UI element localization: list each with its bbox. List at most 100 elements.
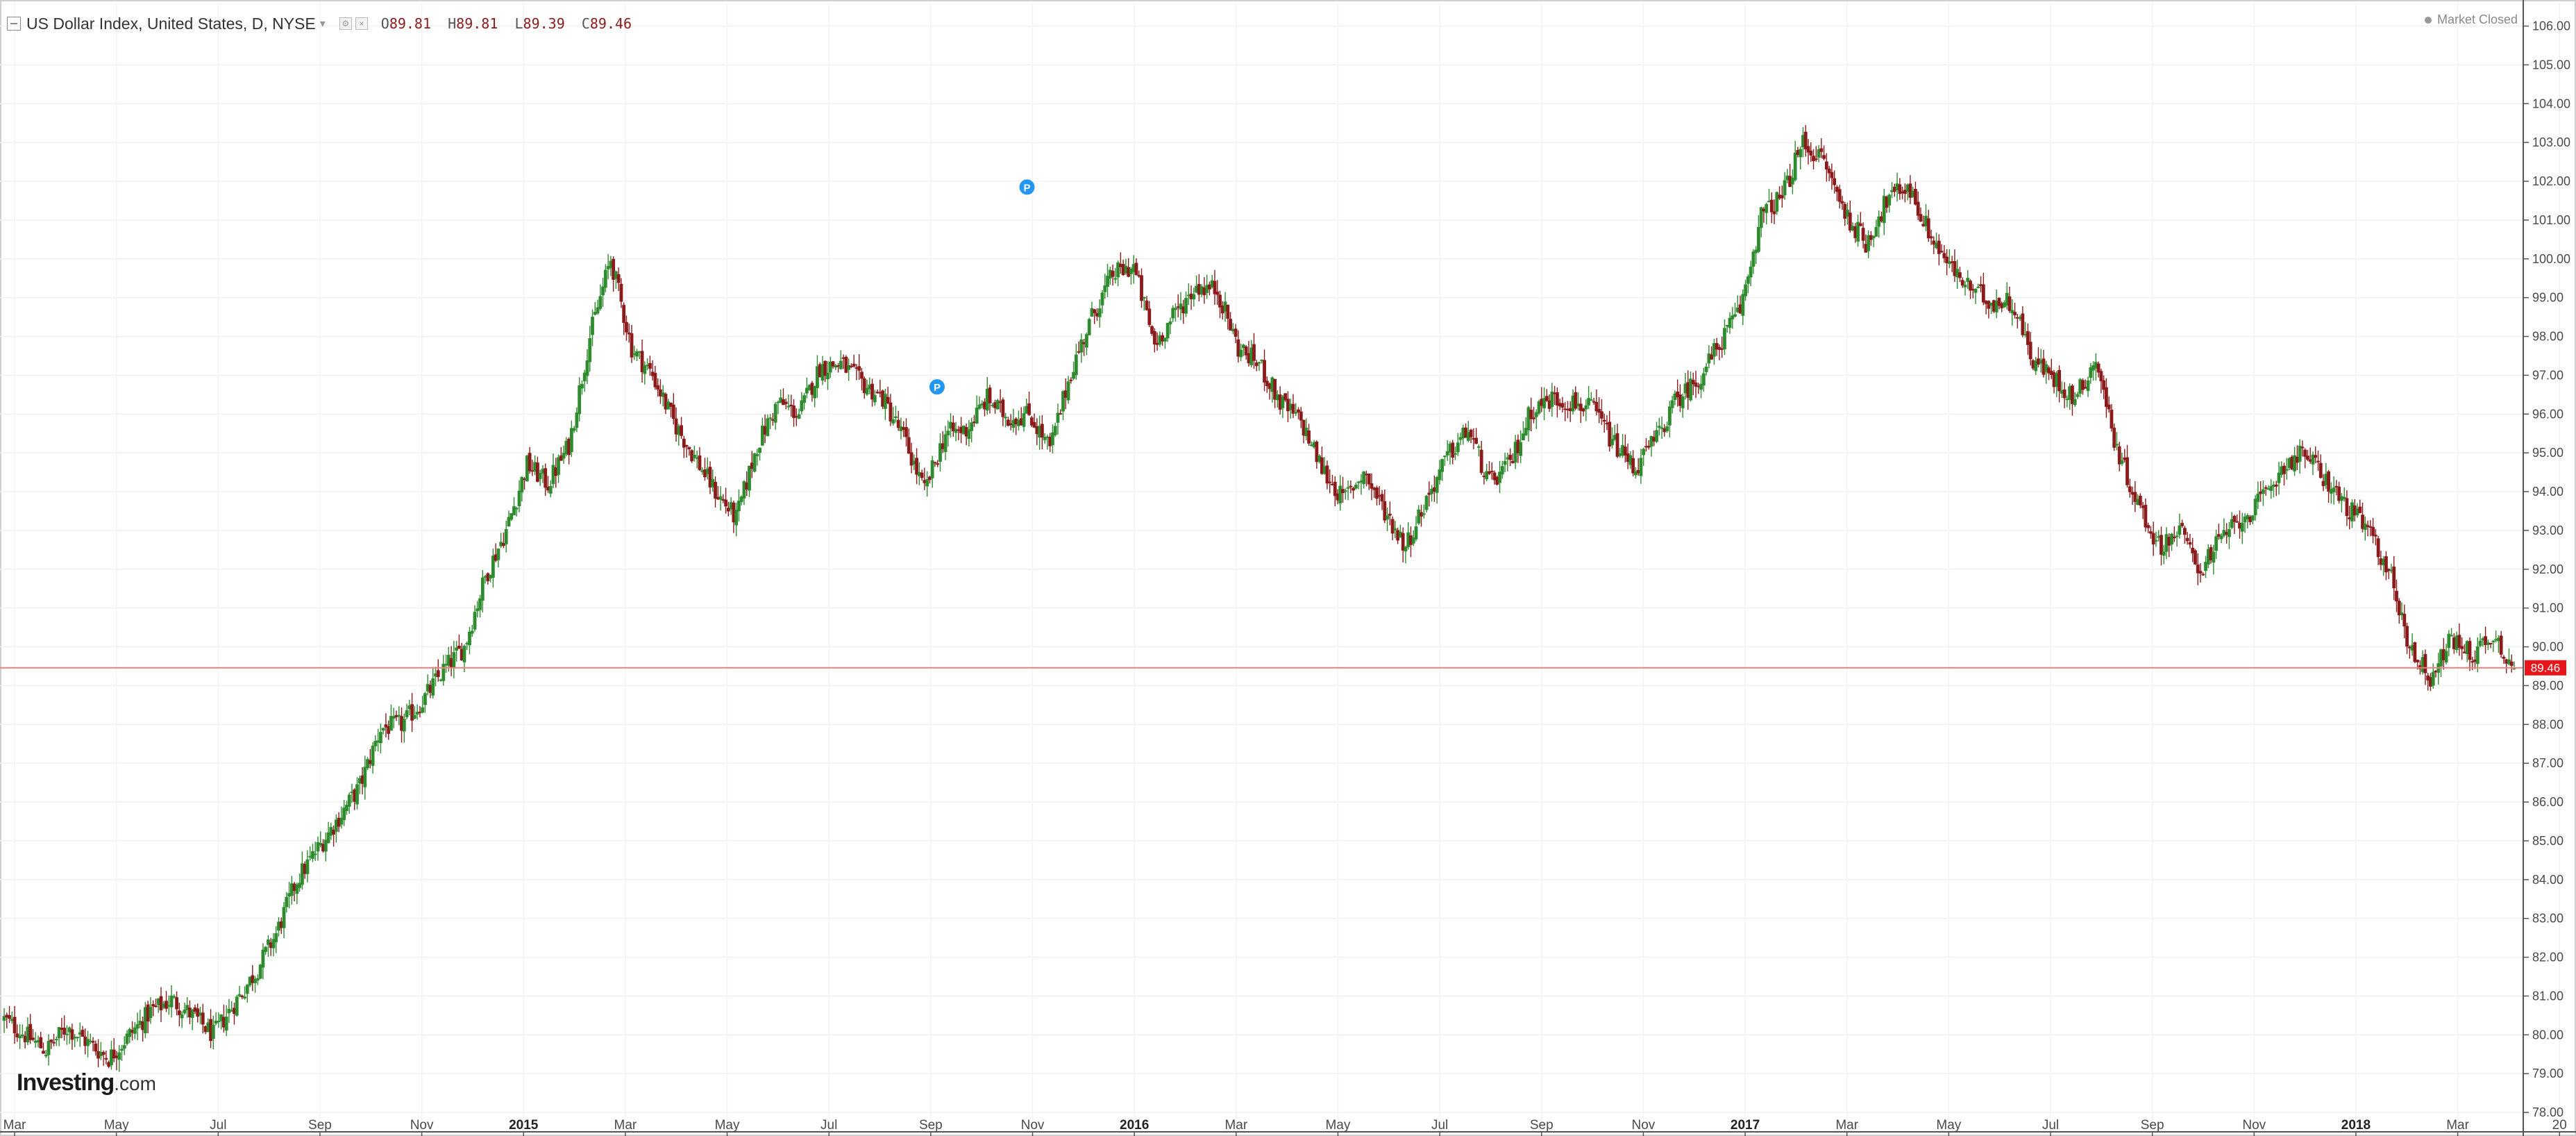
candle-body: [1576, 403, 1580, 406]
candle-body: [784, 401, 788, 404]
candle-body: [389, 716, 393, 731]
close-icon[interactable]: ×: [355, 17, 368, 30]
y-tick-label: 89.00: [2532, 678, 2564, 692]
candle-body: [219, 1014, 224, 1021]
candle-body: [752, 453, 757, 472]
candle-body: [1987, 301, 1991, 309]
candle-body: [682, 438, 686, 448]
candle-body: [1579, 403, 1583, 411]
candle-body: [1409, 535, 1413, 545]
candle-body: [564, 440, 569, 455]
candle-body: [1029, 417, 1034, 426]
candle-body: [1315, 441, 1319, 462]
candle-body: [1681, 396, 1685, 408]
candle-body: [896, 419, 900, 428]
candle-body: [1338, 485, 1342, 503]
candle-body: [1524, 428, 1528, 435]
candle-body: [2413, 642, 2417, 662]
candle-body: [1375, 487, 1379, 499]
candle-body: [1618, 453, 1622, 456]
candle-body: [1461, 427, 1465, 439]
candle-body: [1186, 294, 1190, 296]
candle-body: [2332, 487, 2336, 492]
candle-body: [217, 1021, 221, 1023]
candle-body: [1443, 456, 1447, 458]
candle-body: [1581, 408, 1585, 412]
candle-body: [669, 402, 673, 407]
candle-body: [792, 406, 795, 418]
candle-body: [700, 470, 705, 472]
candle-body: [1639, 458, 1643, 476]
candle-body: [646, 365, 649, 367]
candle-body: [1657, 426, 1661, 428]
high-value: 89.81: [456, 15, 498, 32]
candle-body: [237, 994, 242, 996]
candle-body: [1966, 278, 1970, 282]
candle-body: [1558, 403, 1562, 407]
candle-body: [993, 402, 997, 408]
candle-body: [1697, 385, 1701, 387]
candle-body: [1819, 148, 1824, 152]
candle-body: [875, 392, 879, 394]
candle-body: [2259, 491, 2263, 494]
candle-body: [415, 712, 419, 715]
candle-body: [2060, 390, 2064, 394]
candle-body: [2162, 551, 2166, 556]
candle-body: [1451, 442, 1455, 458]
candle-body: [1218, 294, 1222, 308]
candle-body: [110, 1049, 113, 1066]
candle-body: [2363, 524, 2367, 530]
candle-body: [2470, 661, 2475, 663]
chevron-down-icon[interactable]: ▾: [319, 18, 326, 30]
candle-body: [1127, 267, 1131, 277]
candle-body: [1673, 393, 1677, 401]
candle-body: [1325, 465, 1329, 484]
candle-body: [185, 1005, 190, 1010]
candle-body: [1623, 446, 1627, 456]
candle-body: [455, 647, 459, 651]
candle-body: [115, 1055, 119, 1058]
candle-body: [1288, 403, 1293, 410]
candle-body: [1464, 427, 1467, 438]
candle-body: [1733, 314, 1737, 317]
candle-body: [1213, 281, 1217, 294]
candle-body: [1007, 419, 1010, 426]
candle-body: [1924, 215, 1928, 227]
candle-body: [392, 716, 396, 719]
candle-body: [1079, 339, 1084, 353]
collapse-legend-button[interactable]: [7, 17, 21, 31]
candle-body: [1367, 473, 1371, 485]
candle-body: [271, 939, 276, 949]
candle-body: [76, 1037, 79, 1039]
candle-body: [603, 269, 607, 288]
candle-body: [1490, 470, 1494, 472]
candle-body: [1895, 183, 1899, 190]
candle-body: [779, 397, 783, 403]
candle-body: [1140, 275, 1143, 301]
candle-body: [1856, 222, 1860, 242]
candle-body: [394, 715, 398, 717]
candle-body: [1380, 494, 1384, 502]
candle-body: [2290, 456, 2294, 470]
investing-logo[interactable]: Investing.com: [17, 1069, 156, 1096]
candle-body: [1239, 349, 1243, 358]
candle-body: [1165, 323, 1170, 339]
candle-body: [475, 608, 480, 612]
settings-icon[interactable]: ⚙: [339, 17, 352, 30]
candle-body: [2133, 492, 2137, 502]
candle-body: [269, 942, 273, 949]
candle-body: [1231, 328, 1235, 332]
candle-body: [295, 884, 299, 894]
candle-body: [316, 842, 320, 852]
candle-body: [2350, 502, 2354, 521]
candle-body: [480, 577, 485, 601]
candle-body: [1880, 216, 1883, 222]
candle-body: [188, 1008, 192, 1018]
candle-body: [491, 556, 495, 578]
candle-body: [144, 1007, 147, 1034]
candle-body: [1529, 410, 1533, 419]
candle-body: [478, 598, 482, 610]
candle-body: [2308, 459, 2312, 462]
